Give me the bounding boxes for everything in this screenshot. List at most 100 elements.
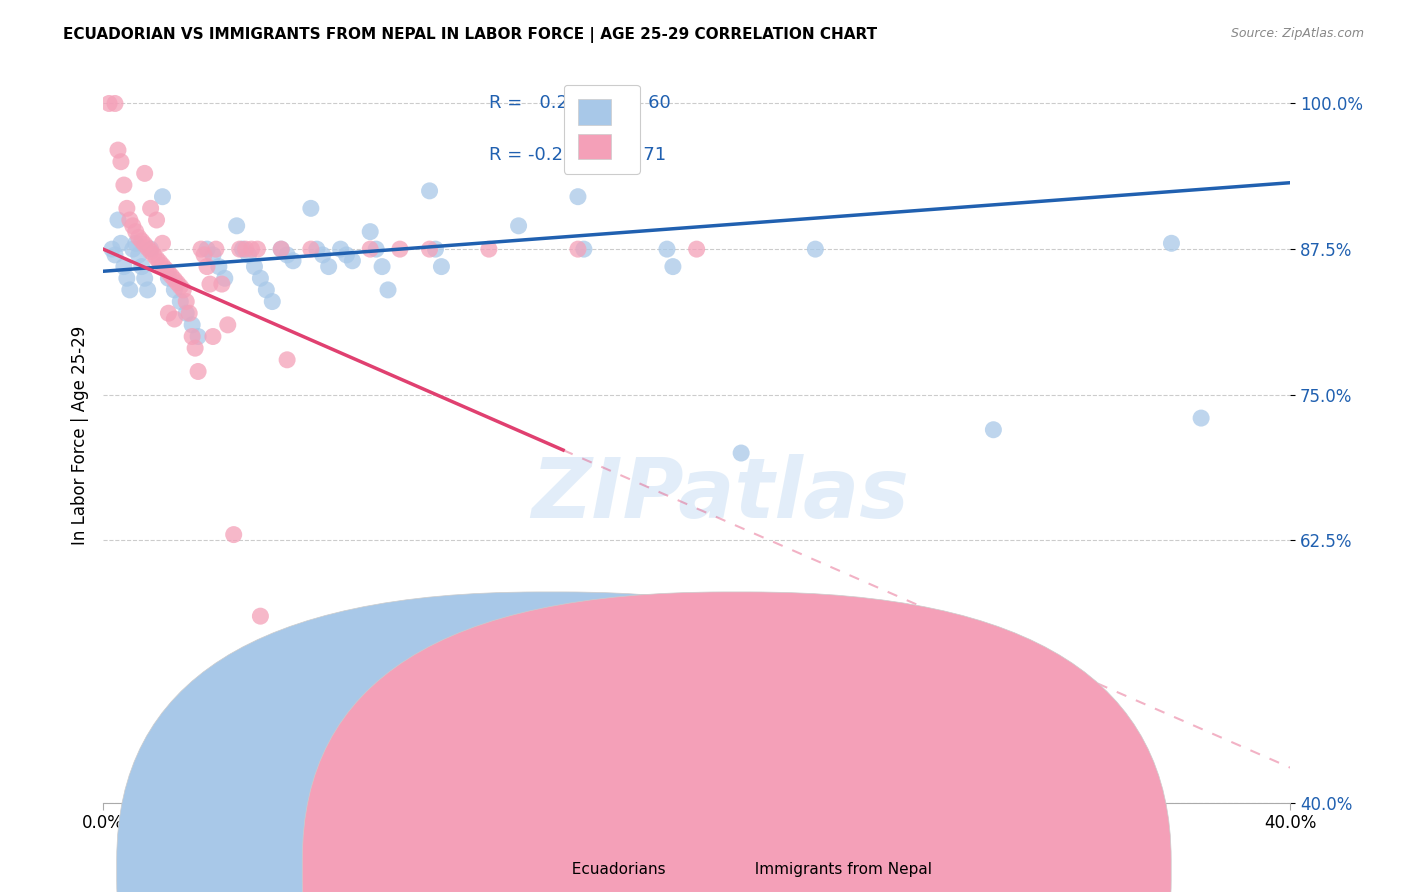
- Point: [104, 248, 127, 262]
- Point: [312, 248, 335, 262]
- Point: [163, 312, 186, 326]
- Point: [508, 219, 530, 233]
- Point: [145, 213, 167, 227]
- Point: [270, 242, 292, 256]
- Point: [232, 242, 254, 256]
- Point: [342, 253, 364, 268]
- Point: [118, 283, 141, 297]
- Point: [174, 294, 197, 309]
- Point: [238, 248, 260, 262]
- Text: R = -0.257   N = 71: R = -0.257 N = 71: [489, 145, 666, 163]
- Point: [107, 143, 129, 157]
- Text: Immigrants from Nepal: Immigrants from Nepal: [745, 863, 932, 877]
- Point: [1160, 236, 1182, 251]
- Point: [98, 96, 121, 111]
- Point: [163, 272, 186, 286]
- Point: [112, 178, 135, 192]
- Point: [217, 318, 239, 332]
- Point: [101, 242, 124, 256]
- Point: [134, 237, 156, 252]
- Point: [136, 283, 159, 297]
- Point: [166, 276, 188, 290]
- Point: [155, 261, 177, 276]
- Point: [139, 202, 162, 216]
- Point: [318, 260, 340, 274]
- Point: [804, 242, 827, 256]
- Point: [329, 242, 352, 256]
- Point: [201, 248, 224, 262]
- Point: [208, 260, 231, 274]
- Point: [1189, 411, 1212, 425]
- Text: Ecuadorians: Ecuadorians: [562, 863, 666, 877]
- Point: [179, 306, 201, 320]
- Point: [228, 242, 250, 256]
- Point: [118, 213, 141, 227]
- Point: [419, 242, 441, 256]
- Point: [305, 242, 328, 256]
- Point: [567, 190, 589, 204]
- Point: [145, 252, 167, 266]
- Point: [181, 329, 204, 343]
- Point: [299, 202, 322, 216]
- Point: [152, 259, 174, 273]
- Point: [211, 277, 233, 291]
- Point: [134, 166, 156, 180]
- Point: [198, 277, 221, 291]
- Point: [112, 260, 135, 274]
- Text: ZIPatlas: ZIPatlas: [531, 454, 910, 535]
- Point: [136, 241, 159, 255]
- Point: [115, 202, 138, 216]
- Text: R =   0.212   N = 60: R = 0.212 N = 60: [489, 95, 671, 112]
- Point: [190, 242, 212, 256]
- Point: [246, 242, 269, 256]
- Point: [366, 242, 388, 256]
- Point: [107, 213, 129, 227]
- Y-axis label: In Labor Force | Age 25-29: In Labor Force | Age 25-29: [72, 326, 89, 545]
- Point: [329, 656, 352, 670]
- Point: [567, 242, 589, 256]
- Point: [249, 609, 271, 624]
- Point: [240, 242, 263, 256]
- Point: [125, 225, 148, 239]
- Point: [371, 260, 394, 274]
- Point: [187, 364, 209, 378]
- Point: [276, 248, 298, 262]
- Point: [299, 242, 322, 256]
- Point: [201, 329, 224, 343]
- Point: [152, 190, 174, 204]
- Point: [359, 225, 381, 239]
- Point: [148, 255, 170, 269]
- Point: [205, 242, 228, 256]
- Point: [152, 236, 174, 251]
- Point: [157, 306, 180, 320]
- Point: [270, 242, 292, 256]
- Point: [195, 242, 218, 256]
- Point: [128, 248, 150, 262]
- Point: [655, 242, 678, 256]
- Point: [139, 242, 162, 256]
- Point: [983, 423, 1005, 437]
- Point: [254, 283, 277, 297]
- Point: [110, 236, 132, 251]
- Point: [572, 242, 595, 256]
- Point: [131, 260, 153, 274]
- Point: [276, 352, 298, 367]
- Point: [214, 271, 236, 285]
- Point: [195, 260, 218, 274]
- Point: [419, 184, 441, 198]
- Point: [187, 329, 209, 343]
- Point: [169, 294, 191, 309]
- Point: [377, 283, 399, 297]
- Point: [181, 318, 204, 332]
- Point: [522, 702, 544, 716]
- Point: [121, 242, 143, 256]
- Point: [388, 242, 411, 256]
- Point: [115, 271, 138, 285]
- Point: [174, 306, 197, 320]
- Point: [243, 260, 266, 274]
- Point: [249, 271, 271, 285]
- Text: ECUADORIAN VS IMMIGRANTS FROM NEPAL IN LABOR FORCE | AGE 25-29 CORRELATION CHART: ECUADORIAN VS IMMIGRANTS FROM NEPAL IN L…: [63, 27, 877, 43]
- Point: [163, 283, 186, 297]
- Point: [121, 219, 143, 233]
- Point: [139, 244, 162, 259]
